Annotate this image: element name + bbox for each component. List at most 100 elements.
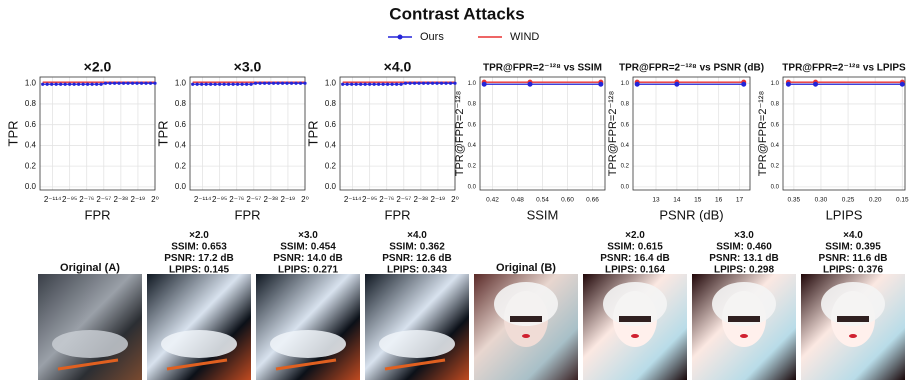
data-point	[126, 81, 130, 85]
data-point	[267, 81, 271, 85]
data-point	[276, 81, 280, 85]
data-point	[236, 82, 240, 86]
data-point	[262, 81, 267, 85]
image-caption: LPIPS: 0.376	[823, 265, 883, 276]
image-caption: SSIM: 0.460	[716, 242, 772, 253]
image-caption: LPIPS: 0.298	[714, 265, 774, 276]
plot-frame	[479, 76, 606, 191]
image-caption: LPIPS: 0.164	[605, 265, 665, 276]
data-point	[81, 82, 85, 86]
data-point	[139, 81, 144, 85]
image	[365, 274, 469, 380]
data-point	[372, 82, 376, 86]
y-tick-label: 0.2	[771, 164, 780, 170]
data-point	[153, 81, 157, 85]
image-detail	[510, 316, 542, 322]
x-tick-label: 2⁰	[301, 195, 309, 204]
data-point	[298, 81, 303, 85]
data-point	[354, 82, 358, 86]
data-point	[341, 82, 345, 86]
y-tick-label: 0.0	[25, 182, 37, 191]
data-point	[285, 81, 289, 85]
legend-marker	[397, 34, 403, 40]
image-detail	[379, 330, 455, 358]
data-point	[390, 82, 394, 86]
y-tick-label: 0.0	[468, 184, 477, 190]
y-tick-label: 1.0	[468, 81, 477, 87]
x-tick-label: 17	[736, 197, 744, 204]
image-caption: SSIM: 0.362	[389, 242, 445, 253]
image	[147, 274, 251, 380]
x-tick-label: 15	[694, 197, 702, 204]
y-tick-label: 0.6	[175, 120, 187, 129]
y-tick-label: 0.6	[771, 122, 780, 128]
data-point	[227, 82, 231, 86]
image-caption: ×3.0	[298, 230, 318, 241]
image-detail	[631, 334, 639, 338]
x-axis-label: FPR	[85, 207, 111, 222]
data-point	[444, 81, 448, 85]
image-caption: Original (A)	[60, 262, 120, 274]
y-tick-label: 0.6	[621, 122, 630, 128]
x-tick-label: 0.25	[842, 197, 855, 204]
data-point	[191, 82, 195, 86]
chart-title: ×4.0	[384, 59, 412, 75]
y-tick-label: 1.0	[175, 78, 187, 87]
data-point	[481, 81, 487, 87]
y-axis-label: TPR	[305, 121, 320, 147]
image-caption: LPIPS: 0.271	[278, 265, 338, 276]
data-point	[231, 82, 235, 86]
data-point	[222, 82, 226, 86]
y-tick-label: 1.0	[621, 81, 630, 87]
y-tick-label: 0.8	[25, 99, 37, 108]
image-caption: PSNR: 14.0 dB	[273, 253, 342, 264]
image-caption: PSNR: 17.2 dB	[164, 253, 233, 264]
image-detail	[57, 358, 119, 371]
x-tick-label: 2⁻⁹⁵	[62, 195, 77, 204]
data-point	[258, 81, 262, 85]
plot-frame	[39, 76, 156, 191]
y-tick-label: 0.0	[325, 182, 337, 191]
data-point	[435, 81, 439, 85]
x-tick-label: 2⁻¹¹⁴	[344, 195, 362, 204]
data-point	[430, 81, 435, 85]
image-detail	[728, 316, 760, 322]
data-point	[249, 82, 253, 86]
chart-title: ×2.0	[84, 59, 112, 75]
image-caption: PSNR: 16.4 dB	[600, 253, 669, 264]
y-tick-label: 1.0	[771, 81, 780, 87]
y-tick-label: 0.4	[621, 143, 630, 149]
data-point	[135, 81, 139, 85]
x-tick-label: 2⁻⁵⁷	[96, 195, 111, 204]
image-detail	[619, 316, 651, 322]
data-point	[271, 81, 276, 85]
chart-title: TPR@FPR=2⁻¹²⁸ vs SSIM	[483, 63, 602, 74]
data-point	[245, 82, 249, 86]
image-caption: ×4.0	[407, 230, 427, 241]
y-axis-label: TPR	[5, 121, 20, 147]
x-tick-label: 2⁻⁷⁶	[79, 195, 94, 204]
y-tick-label: 0.6	[325, 120, 337, 129]
x-axis-label: LPIPS	[826, 207, 863, 222]
chart-title: ×3.0	[234, 59, 262, 75]
x-tick-label: 2⁻⁹⁵	[212, 195, 227, 204]
data-point	[54, 82, 58, 86]
x-tick-label: 2⁻¹⁹	[281, 195, 296, 204]
data-point	[240, 82, 244, 86]
x-tick-label: 0.60	[561, 197, 574, 204]
x-tick-label: 2⁻⁵⁷	[246, 195, 261, 204]
x-tick-label: 2⁻¹⁹	[431, 195, 446, 204]
image-caption: ×2.0	[189, 230, 209, 241]
y-tick-label: 0.8	[771, 102, 780, 108]
data-point	[68, 82, 72, 86]
x-tick-label: 0.66	[586, 197, 599, 204]
data-point	[63, 82, 67, 86]
data-point	[408, 81, 412, 85]
x-tick-label: 13	[652, 197, 660, 204]
data-point	[108, 81, 112, 85]
data-point	[289, 81, 294, 85]
plot-frame	[782, 76, 906, 191]
image-caption: PSNR: 11.6 dB	[819, 253, 888, 264]
image-detail	[270, 330, 346, 358]
